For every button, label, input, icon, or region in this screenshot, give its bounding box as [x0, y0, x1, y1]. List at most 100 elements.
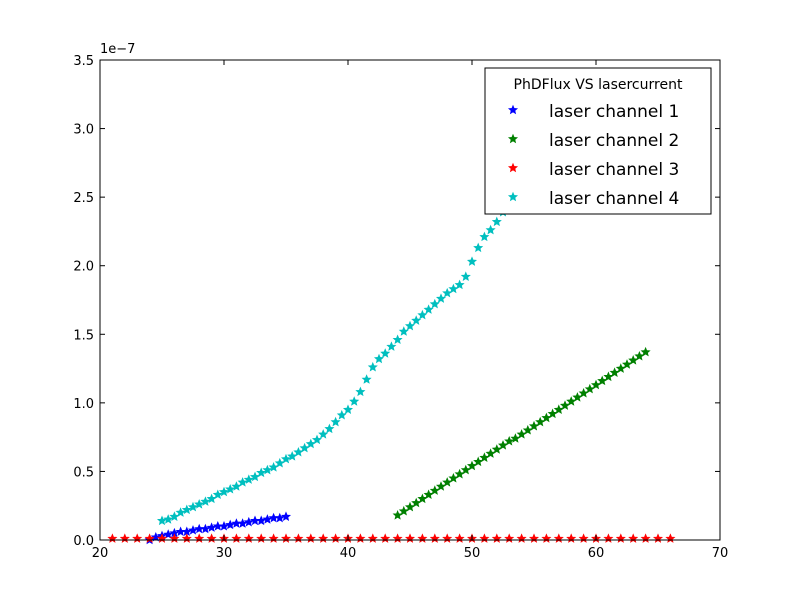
data-point — [262, 464, 273, 475]
data-point — [491, 444, 502, 454]
data-point — [454, 279, 465, 290]
data-point — [225, 483, 236, 494]
data-point — [187, 501, 199, 512]
legend-title: PhDFlux VS lasercurrent — [514, 77, 683, 93]
legend-item: laser channel 4 — [507, 189, 679, 209]
plot-frame — [99, 59, 721, 541]
data-point — [212, 489, 223, 500]
legend: PhDFlux VS lasercurrent laser channel 1l… — [484, 67, 712, 215]
data-point — [237, 477, 248, 487]
data-point — [547, 408, 558, 419]
data-point — [367, 361, 378, 372]
data-point — [423, 489, 434, 500]
legend-box — [484, 67, 712, 215]
x-tick-label: 20 — [92, 546, 109, 561]
data-point — [330, 416, 341, 427]
legend-marker — [507, 104, 519, 115]
data-point — [584, 383, 595, 394]
data-point — [442, 477, 453, 487]
data-point — [479, 231, 490, 242]
data-point — [417, 493, 428, 504]
data-point — [566, 396, 577, 406]
data-point — [597, 375, 608, 386]
data-point — [479, 452, 490, 462]
data-point — [572, 392, 583, 402]
data-point — [590, 379, 602, 390]
legend-item: laser channel 1 — [507, 102, 679, 122]
data-point — [342, 404, 354, 414]
x-tick-label: 30 — [216, 546, 233, 561]
data-point — [324, 423, 335, 434]
data-point — [522, 425, 533, 435]
y-offset-label: 1e−7 — [100, 42, 135, 57]
data-point — [448, 473, 459, 483]
data-point — [392, 334, 403, 345]
legend-item: laser channel 3 — [507, 160, 679, 180]
y-tick-label: 1.0 — [73, 397, 94, 412]
y-tick-label: 3.0 — [73, 123, 94, 138]
legend-marker — [507, 162, 519, 173]
data-point — [628, 355, 639, 365]
y-tick-label: 0.5 — [73, 465, 94, 480]
y-tick-label: 2.0 — [73, 260, 94, 275]
data-point — [411, 497, 422, 508]
data-point — [634, 350, 645, 361]
data-point — [392, 510, 403, 520]
data-point — [541, 412, 552, 423]
x-tick-label: 50 — [464, 546, 481, 561]
data-point — [194, 499, 205, 509]
data-point — [218, 486, 230, 497]
x-tick-label: 70 — [712, 546, 729, 561]
data-point — [181, 504, 192, 515]
data-point — [473, 456, 484, 467]
data-point — [361, 374, 372, 384]
data-point — [200, 496, 211, 506]
legend-label: laser channel 3 — [549, 160, 679, 180]
legend-label: laser channel 4 — [549, 189, 679, 209]
data-point — [287, 451, 298, 461]
data-point — [621, 359, 633, 369]
data-point — [466, 256, 478, 266]
legend-label: laser channel 1 — [549, 102, 679, 122]
y-tick-label: 3.5 — [73, 54, 94, 69]
series-1 — [144, 511, 292, 545]
data-point — [355, 386, 366, 397]
data-point — [249, 471, 261, 482]
data-point — [535, 416, 546, 427]
x-tick-label: 60 — [588, 546, 605, 561]
data-point — [293, 446, 304, 457]
series-4 — [156, 187, 521, 526]
legend-label: laser channel 2 — [549, 131, 679, 151]
legend-item: laser channel 2 — [507, 131, 679, 151]
data-point — [380, 348, 391, 358]
legend-marker — [507, 133, 519, 144]
data-point — [460, 271, 471, 281]
data-point — [274, 457, 285, 468]
data-point — [231, 481, 242, 491]
data-point — [615, 363, 626, 373]
data-point — [491, 216, 502, 227]
data-point — [454, 468, 465, 479]
y-tick-label: 0.0 — [73, 534, 94, 549]
data-point — [448, 283, 459, 294]
data-point — [206, 493, 217, 504]
data-point — [404, 501, 416, 512]
data-point — [466, 460, 478, 471]
data-point — [559, 400, 571, 410]
legend-items: laser channel 1 laser channel 2 laser chan… — [507, 102, 679, 209]
data-point — [435, 481, 447, 491]
data-point — [349, 396, 360, 406]
data-point — [640, 346, 651, 357]
series-2 — [392, 346, 651, 520]
data-point — [510, 433, 521, 443]
data-point — [473, 242, 484, 253]
data-point — [603, 371, 614, 382]
legend-marker — [507, 191, 519, 202]
data-point — [280, 511, 292, 521]
x-tick-label: 40 — [340, 546, 357, 561]
data-point — [442, 287, 453, 298]
y-tick-label: 1.5 — [73, 328, 94, 343]
data-point — [485, 448, 496, 458]
data-point — [497, 440, 509, 450]
